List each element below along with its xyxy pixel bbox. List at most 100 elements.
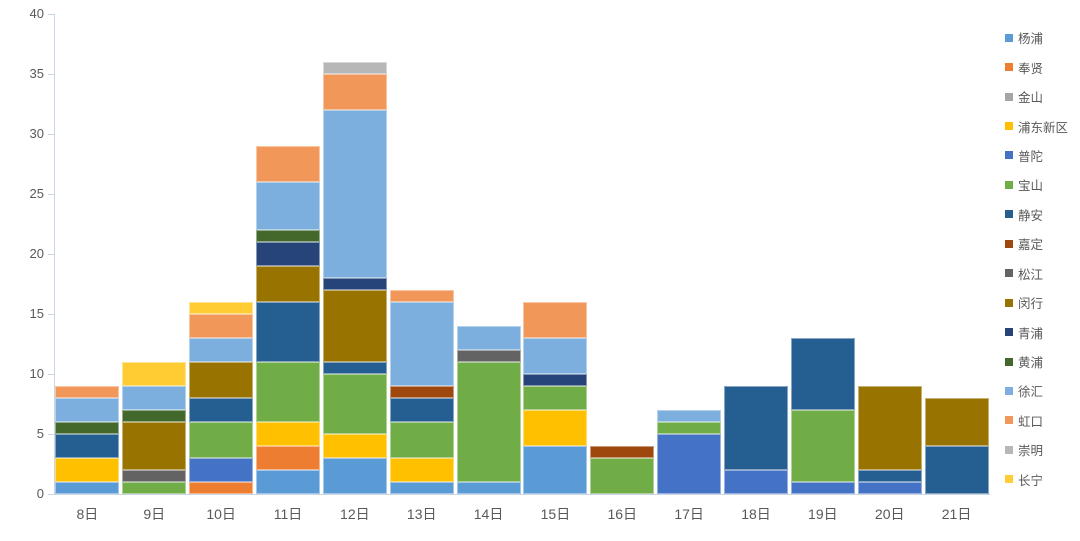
bar-segment <box>456 482 521 494</box>
legend-item: 虹口 <box>1005 406 1068 435</box>
legend-swatch <box>1005 298 1013 307</box>
y-tick-mark <box>48 434 54 435</box>
x-category-label: 15日 <box>540 506 571 522</box>
y-axis-line <box>54 14 55 494</box>
y-tick-mark <box>48 134 54 135</box>
bar <box>256 146 320 494</box>
legend-item: 普陀 <box>1005 141 1068 170</box>
bar <box>122 362 187 494</box>
legend-item: 松江 <box>1005 259 1068 288</box>
bar-segment <box>189 302 254 314</box>
bar-segment <box>122 422 187 470</box>
bar-segment <box>122 470 187 482</box>
bar <box>924 398 989 494</box>
bar-segment <box>590 446 655 458</box>
x-category-label: 19日 <box>808 506 838 522</box>
legend-swatch <box>1005 386 1013 395</box>
x-category-label: 20日 <box>874 506 905 522</box>
legend-item: 静安 <box>1005 200 1068 229</box>
legend-label: 崇明 <box>1018 444 1044 459</box>
bar-segment <box>724 386 788 470</box>
x-category-label: 14日 <box>473 506 504 522</box>
bar-segment <box>256 146 320 182</box>
x-category-label: 11日 <box>273 506 303 522</box>
x-category-label: 8日 <box>76 506 99 522</box>
y-tick-mark <box>48 494 54 495</box>
legend-item: 宝山 <box>1005 170 1068 199</box>
legend-swatch <box>1005 92 1013 101</box>
bar <box>389 290 454 494</box>
bar <box>189 302 254 494</box>
bar <box>857 386 922 494</box>
bar-segment <box>122 410 187 422</box>
bar-segment <box>189 362 254 398</box>
legend-swatch <box>1005 416 1013 425</box>
chart-legend: 杨浦 奉贤 金山 浦东新区 普陀 宝山 静安 嘉定 松江 闵行 青浦 黄浦 徐汇 虹口 崇明 长宁 <box>1005 23 1068 494</box>
legend-swatch <box>1005 475 1013 484</box>
bar-segment <box>122 386 187 410</box>
bar-segment <box>523 446 588 494</box>
legend-label: 浦东新区 <box>1018 120 1069 135</box>
legend-swatch <box>1005 445 1013 454</box>
legend-item: 浦东新区 <box>1005 111 1068 140</box>
bar-segment <box>590 458 655 494</box>
bar <box>322 62 387 494</box>
y-tick-label: 25 <box>29 186 44 201</box>
legend-label: 松江 <box>1018 267 1044 282</box>
bar-segment <box>256 230 320 242</box>
legend-label: 普陀 <box>1018 149 1044 164</box>
legend-label: 静安 <box>1018 208 1044 223</box>
bar-segment <box>256 242 320 266</box>
bar-segment <box>389 458 454 482</box>
bar-segment <box>924 446 989 494</box>
bar-segment <box>322 278 387 290</box>
legend-swatch <box>1005 33 1013 42</box>
bar-segment <box>55 386 120 398</box>
bar-segment <box>657 434 722 494</box>
bar-segment <box>256 446 320 470</box>
legend-label: 黄浦 <box>1018 356 1044 371</box>
bar-segment <box>256 422 320 446</box>
bar-segment <box>122 362 187 386</box>
legend-item: 金山 <box>1005 82 1068 111</box>
bar-segment <box>55 434 120 458</box>
bar-segment <box>857 482 922 494</box>
legend-label: 嘉定 <box>1018 238 1044 253</box>
bar-segment <box>256 182 320 230</box>
bar-segment <box>55 458 120 482</box>
bar <box>456 326 521 494</box>
legend-swatch <box>1005 239 1013 248</box>
x-category-label: 9日 <box>143 506 166 522</box>
bar-segment <box>790 410 855 482</box>
y-tick-mark <box>48 194 54 195</box>
bar <box>724 386 788 494</box>
bar-segment <box>55 422 120 434</box>
legend-item: 闵行 <box>1005 288 1068 317</box>
bar-segment <box>189 314 254 338</box>
y-tick-label: 5 <box>36 426 44 441</box>
bar-segment <box>389 422 454 458</box>
legend-item: 嘉定 <box>1005 229 1068 258</box>
bar-segment <box>389 302 454 386</box>
legend-item: 长宁 <box>1005 465 1068 494</box>
bar <box>790 338 855 494</box>
legend-swatch <box>1005 151 1013 160</box>
y-tick-mark <box>48 254 54 255</box>
bar-segment <box>523 374 588 386</box>
bar-segment <box>122 482 187 494</box>
bar-segment <box>523 386 588 410</box>
legend-swatch <box>1005 210 1013 219</box>
bar <box>590 446 655 494</box>
legend-swatch <box>1005 357 1013 366</box>
bar-segment <box>189 422 254 458</box>
x-category-label: 12日 <box>340 506 370 522</box>
legend-swatch <box>1005 269 1013 278</box>
bar-segment <box>523 410 588 446</box>
bar-segment <box>456 362 521 482</box>
bar <box>523 302 588 494</box>
y-tick-label: 0 <box>36 486 44 501</box>
bar-segment <box>657 422 722 434</box>
bar-segment <box>389 398 454 422</box>
bar-segment <box>389 386 454 398</box>
